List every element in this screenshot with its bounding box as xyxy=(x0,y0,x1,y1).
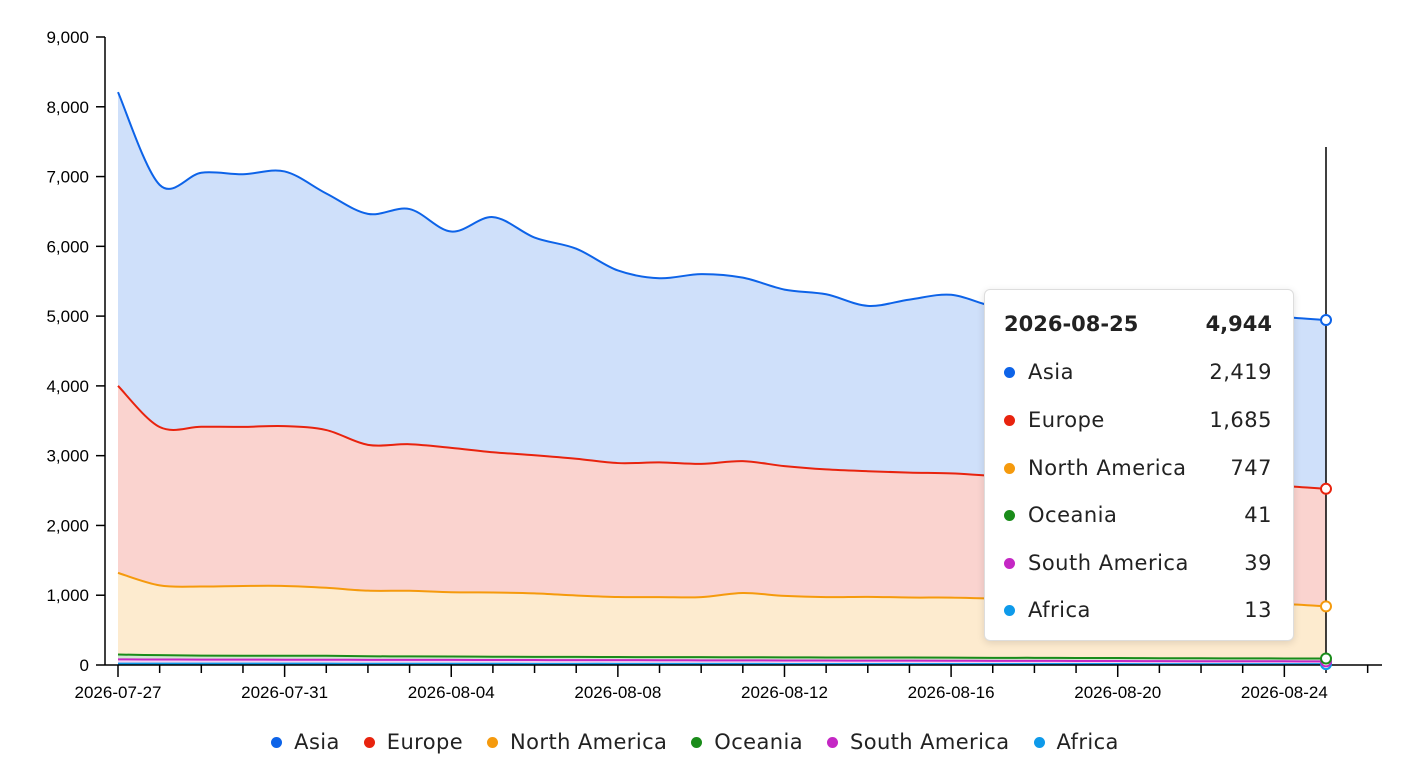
line-oceania xyxy=(117,653,1327,660)
tooltip-row-value: 747 xyxy=(1230,456,1272,480)
y-tick-label: 3,000 xyxy=(46,447,89,466)
hover-marker-asia xyxy=(1320,314,1332,327)
y-tick-label: 6,000 xyxy=(46,237,89,256)
legend-item-oceania[interactable]: Oceania xyxy=(691,730,803,754)
tooltip-row-north-america: North America 747 xyxy=(1004,453,1272,483)
legend-item-europe[interactable]: Europe xyxy=(363,730,464,754)
y-tick-label: 1,000 xyxy=(46,586,89,605)
tooltip-row-name: Asia xyxy=(1028,360,1075,384)
tooltip-header: 2026-08-25 4,944 xyxy=(1004,312,1272,336)
tooltip-row-value: 39 xyxy=(1244,551,1272,575)
legend: Asia Europe North America Oceania South … xyxy=(0,730,1390,754)
tooltip-row-value: 41 xyxy=(1244,503,1272,527)
legend-item-asia[interactable]: Asia xyxy=(271,730,340,754)
x-tick-label: 2026-08-08 xyxy=(574,683,661,702)
x-tick-label: 2026-08-20 xyxy=(1074,683,1161,702)
y-tick-label: 9,000 xyxy=(46,28,89,47)
tooltip-row-africa: Africa 13 xyxy=(1004,595,1272,625)
asia-dot-icon xyxy=(1004,366,1015,378)
tooltip-row-name: North America xyxy=(1028,456,1187,480)
y-tick-label: 2,000 xyxy=(46,516,89,535)
axes-layer: 0 1,000 2,000 3,000 4,000 5,000 6,000 7,000 8,00… xyxy=(46,28,1382,702)
y-tick-label: 0 xyxy=(80,656,89,675)
y-tick-label: 5,000 xyxy=(46,307,89,326)
south-america-dot-icon xyxy=(826,736,838,748)
tooltip-date: 2026-08-25 xyxy=(1004,312,1139,336)
tooltip: 2026-08-25 4,944 Asia 2,419 Europe 1,685… xyxy=(984,289,1294,641)
tooltip-row-name: Oceania xyxy=(1028,503,1118,527)
tooltip-row-value: 2,419 xyxy=(1209,360,1272,384)
y-tick-label: 8,000 xyxy=(46,98,89,117)
legend-item-north-america[interactable]: North America xyxy=(487,730,667,754)
legend-label: Africa xyxy=(1056,730,1119,754)
x-tick-label: 2026-08-24 xyxy=(1241,683,1328,702)
tooltip-row-europe: Europe 1,685 xyxy=(1004,405,1272,435)
x-tick-label: 2026-08-16 xyxy=(908,683,995,702)
tooltip-row-oceania: Oceania 41 xyxy=(1004,500,1272,530)
oceania-dot-icon xyxy=(691,736,703,748)
south-america-dot-icon xyxy=(1004,557,1015,569)
tooltip-row-value: 1,685 xyxy=(1209,408,1272,432)
oceania-dot-icon xyxy=(1004,509,1015,521)
hover-marker-north-america xyxy=(1320,600,1332,613)
legend-label: Oceania xyxy=(714,730,803,754)
africa-dot-icon xyxy=(1033,736,1045,748)
hover-marker-europe xyxy=(1320,482,1332,495)
north-america-dot-icon xyxy=(487,736,499,748)
line-south-america xyxy=(117,658,1327,663)
hover-marker-oceania xyxy=(1320,652,1332,665)
y-tick-label: 4,000 xyxy=(46,377,89,396)
tooltip-row-value: 13 xyxy=(1244,598,1272,622)
legend-label: Europe xyxy=(386,730,464,754)
x-tick-label: 2026-07-27 xyxy=(75,683,162,702)
europe-dot-icon xyxy=(1004,414,1015,426)
tooltip-total: 4,944 xyxy=(1205,312,1272,336)
legend-item-africa[interactable]: Africa xyxy=(1033,730,1119,754)
x-tick-label: 2026-07-31 xyxy=(241,683,328,702)
tooltip-row-south-america: South America 39 xyxy=(1004,548,1272,578)
tooltip-row-name: Europe xyxy=(1028,408,1105,432)
tooltip-row-asia: Asia 2,419 xyxy=(1004,357,1272,387)
tooltip-row-name: Africa xyxy=(1028,598,1091,622)
tooltip-row-name: South America xyxy=(1028,551,1189,575)
legend-label: North America xyxy=(510,730,668,754)
asia-dot-icon xyxy=(271,736,283,748)
hover-layer xyxy=(1320,147,1332,671)
north-america-dot-icon xyxy=(1004,462,1015,474)
legend-label: Asia xyxy=(294,730,340,754)
x-tick-label: 2026-08-12 xyxy=(741,683,828,702)
legend-label: South America xyxy=(849,730,1010,754)
africa-dot-icon xyxy=(1004,604,1015,616)
legend-item-south-america[interactable]: South America xyxy=(826,730,1010,754)
x-tick-label: 2026-08-04 xyxy=(408,683,495,702)
y-tick-label: 7,000 xyxy=(46,168,89,187)
europe-dot-icon xyxy=(363,736,375,748)
